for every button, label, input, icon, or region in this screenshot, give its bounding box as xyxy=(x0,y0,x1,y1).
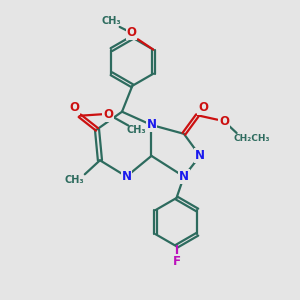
Text: N: N xyxy=(122,170,131,183)
Text: N: N xyxy=(146,118,157,131)
Text: F: F xyxy=(172,255,181,268)
Text: CH₃: CH₃ xyxy=(65,175,84,185)
Text: CH₂CH₃: CH₂CH₃ xyxy=(234,134,270,143)
Text: CH₃: CH₃ xyxy=(127,125,146,136)
Text: N: N xyxy=(179,170,189,183)
Text: N: N xyxy=(195,149,205,162)
Text: O: O xyxy=(103,108,113,121)
Text: CH₃: CH₃ xyxy=(101,16,121,26)
Text: O: O xyxy=(127,26,136,39)
Text: O: O xyxy=(219,115,229,128)
Text: O: O xyxy=(198,101,208,114)
Text: O: O xyxy=(69,101,79,114)
